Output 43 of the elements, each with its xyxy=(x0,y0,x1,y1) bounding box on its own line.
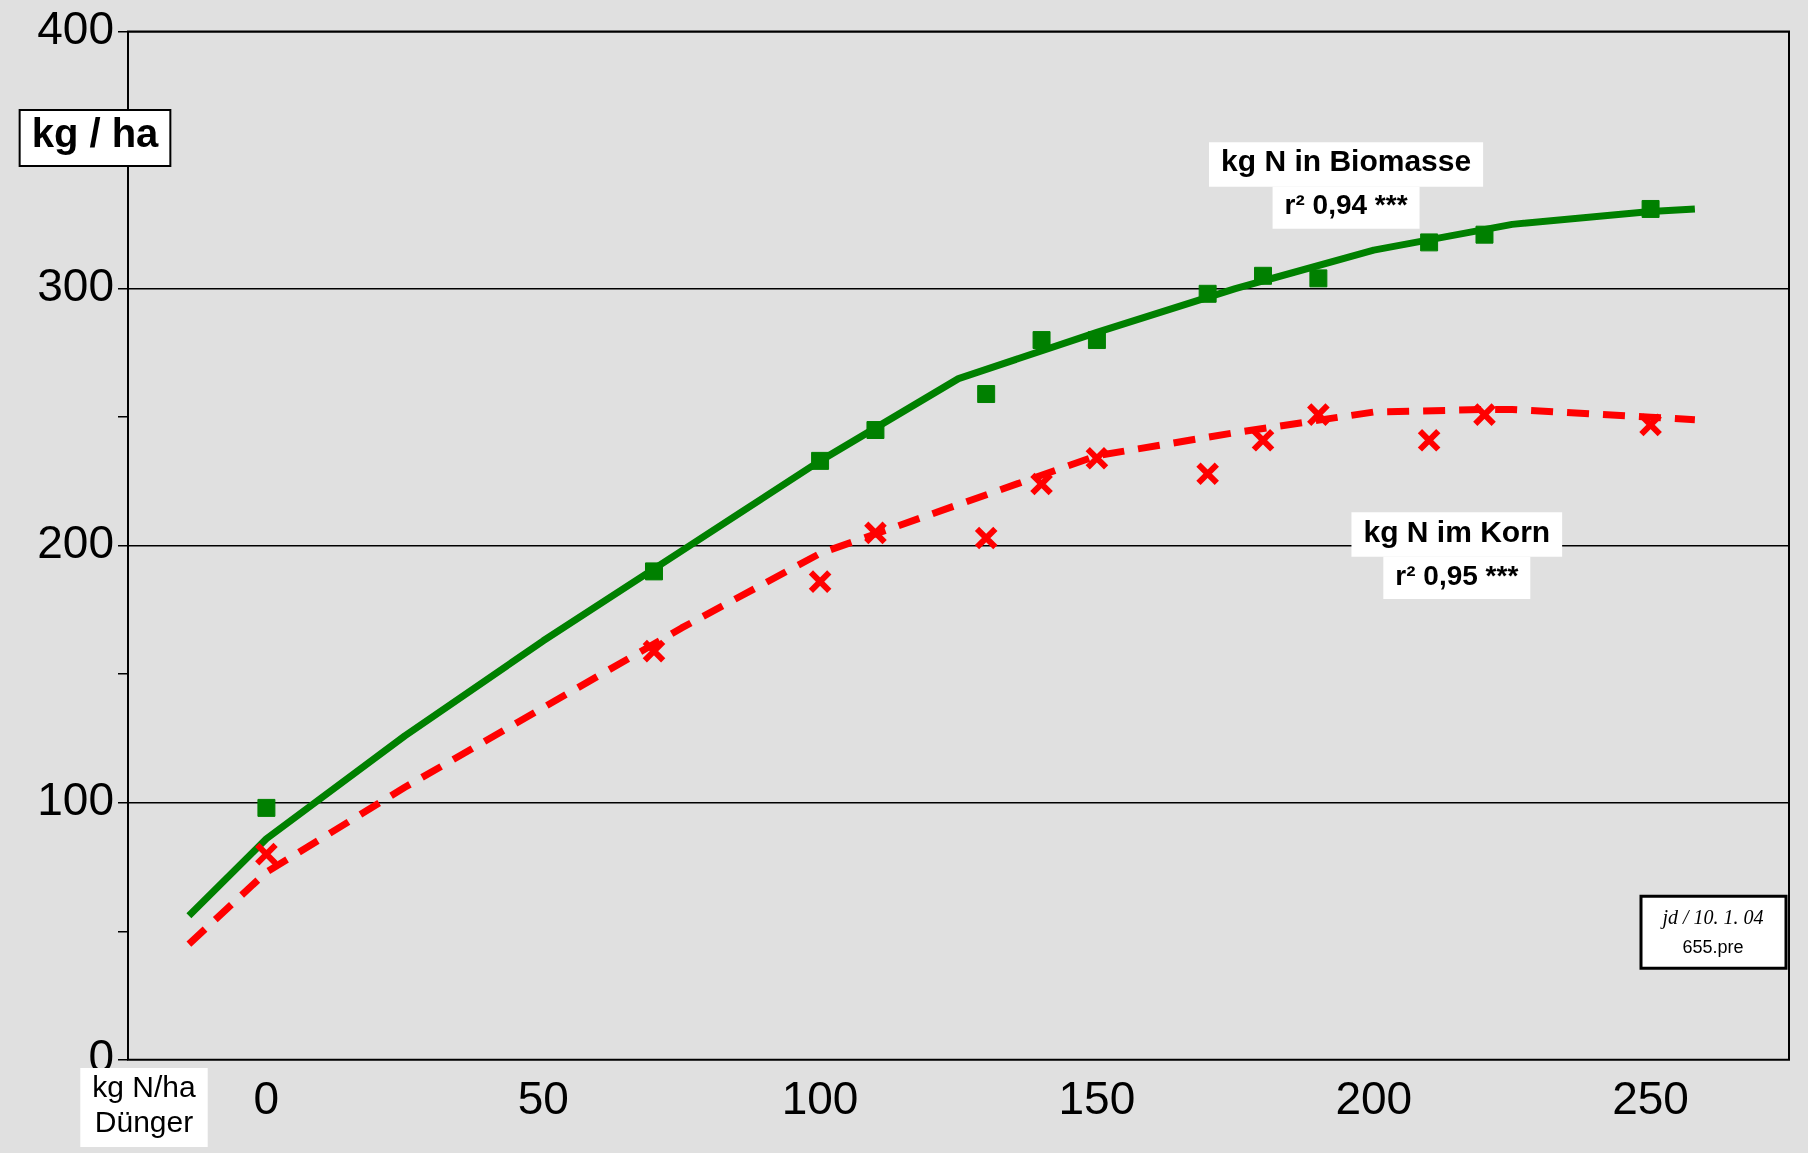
point xyxy=(811,451,830,470)
point xyxy=(1641,199,1660,218)
x-tick-label: 250 xyxy=(1612,1072,1689,1125)
y-tick-label: 300 xyxy=(37,259,114,312)
point xyxy=(1084,446,1110,471)
point xyxy=(1254,266,1272,285)
y-axis-title: kg / ha xyxy=(31,111,160,156)
point xyxy=(1195,461,1220,486)
point xyxy=(1029,471,1054,497)
x-tick-label: 150 xyxy=(1058,1072,1136,1125)
point xyxy=(641,638,667,664)
y-tick-label: 100 xyxy=(37,773,114,826)
x-tick-label: 0 xyxy=(253,1072,280,1125)
point xyxy=(863,520,888,546)
x-tick-label: 50 xyxy=(517,1072,569,1125)
x-tick-label: 200 xyxy=(1335,1072,1413,1125)
text: kg N im Korn xyxy=(1363,514,1551,548)
point xyxy=(1420,233,1439,252)
point xyxy=(1087,331,1106,350)
point xyxy=(977,385,996,404)
point xyxy=(973,525,999,551)
point xyxy=(1309,269,1328,288)
point xyxy=(1472,402,1497,427)
x-tick-label: 100 xyxy=(781,1072,859,1125)
annotation: r² 0,94 *** xyxy=(1284,189,1408,221)
series-label: kg N in Biomasse xyxy=(1221,144,1472,178)
y-tick-label: 200 xyxy=(37,516,114,569)
point xyxy=(866,421,885,440)
point xyxy=(1306,402,1331,427)
annotation: r² 0,95 *** xyxy=(1395,559,1519,591)
point xyxy=(1198,284,1217,303)
point xyxy=(1638,412,1663,438)
y-tick-label: 400 xyxy=(37,2,114,55)
point xyxy=(1032,331,1051,350)
point xyxy=(1475,225,1494,244)
annotation: 655.pre xyxy=(1682,937,1744,958)
point xyxy=(1416,428,1442,453)
point xyxy=(645,562,663,581)
point xyxy=(254,841,279,867)
annotation: jd / 10. 1. 04 xyxy=(1659,905,1764,929)
point xyxy=(257,798,276,817)
point xyxy=(807,569,833,594)
point xyxy=(1250,428,1276,453)
